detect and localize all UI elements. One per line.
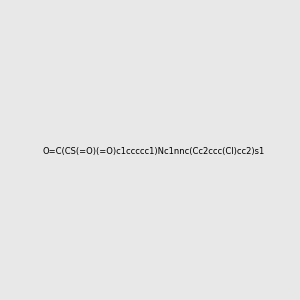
Text: O=C(CS(=O)(=O)c1ccccc1)Nc1nnc(Cc2ccc(Cl)cc2)s1: O=C(CS(=O)(=O)c1ccccc1)Nc1nnc(Cc2ccc(Cl)…: [43, 147, 265, 156]
